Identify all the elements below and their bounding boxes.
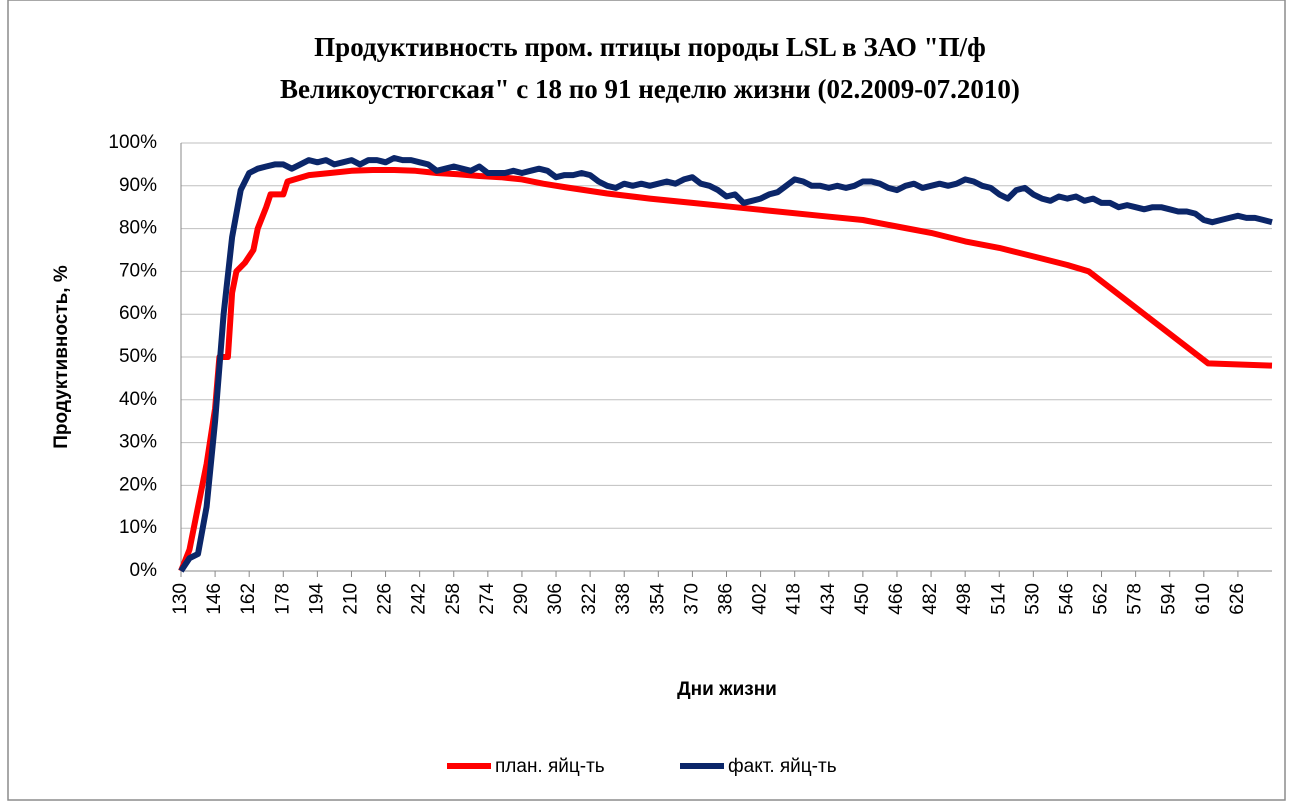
x-tick-label: 354 bbox=[647, 583, 668, 615]
x-tick-label: 130 bbox=[170, 583, 191, 615]
x-tick-label: 498 bbox=[954, 583, 975, 615]
x-tick-label: 178 bbox=[272, 583, 293, 615]
x-tick-label: 546 bbox=[1056, 583, 1077, 615]
y-tick-label: 70% bbox=[119, 260, 157, 281]
x-tick-label: 194 bbox=[306, 583, 327, 615]
x-tick-label: 610 bbox=[1193, 583, 1214, 615]
x-tick-label: 482 bbox=[920, 583, 941, 615]
x-tick-label: 242 bbox=[409, 583, 430, 615]
y-tick-label: 80% bbox=[119, 218, 157, 239]
x-tick-label: 370 bbox=[681, 583, 702, 615]
x-tick-label: 386 bbox=[716, 583, 737, 615]
x-axis-title: Дни жизни bbox=[677, 679, 777, 700]
x-tick-label: 322 bbox=[579, 583, 600, 615]
x-tick-label: 306 bbox=[545, 583, 566, 615]
x-tick-label: 418 bbox=[784, 583, 805, 615]
y-tick-label: 40% bbox=[119, 389, 157, 410]
x-tick-label: 578 bbox=[1125, 583, 1146, 615]
chart-title: Великоустюгская" с 18 по 91 неделю жизни… bbox=[280, 74, 1020, 104]
x-tick-label: 146 bbox=[204, 583, 225, 615]
x-tick-label: 402 bbox=[750, 583, 771, 615]
x-tick-label: 338 bbox=[613, 583, 634, 615]
x-tick-label: 162 bbox=[238, 583, 259, 615]
x-tick-label: 466 bbox=[886, 583, 907, 615]
legend-label: факт. яйц-ть bbox=[728, 756, 837, 777]
y-tick-label: 0% bbox=[130, 560, 158, 581]
y-tick-label: 100% bbox=[108, 132, 157, 153]
x-tick-label: 594 bbox=[1159, 583, 1180, 615]
x-tick-label: 210 bbox=[340, 583, 361, 615]
y-tick-label: 90% bbox=[119, 175, 157, 196]
y-tick-label: 30% bbox=[119, 432, 157, 453]
x-tick-label: 514 bbox=[988, 583, 1009, 615]
x-tick-label: 562 bbox=[1091, 583, 1112, 615]
y-tick-label: 10% bbox=[119, 517, 157, 538]
x-tick-label: 434 bbox=[818, 583, 839, 615]
y-tick-label: 20% bbox=[119, 474, 157, 495]
x-tick-label: 258 bbox=[443, 583, 464, 615]
x-tick-label: 450 bbox=[852, 583, 873, 615]
x-tick-label: 530 bbox=[1022, 583, 1043, 615]
series-line bbox=[178, 155, 1273, 573]
x-tick-label: 290 bbox=[511, 583, 532, 615]
x-tick-label: 626 bbox=[1227, 583, 1248, 615]
y-tick-label: 60% bbox=[119, 303, 157, 324]
chart-title: Продуктивность пром. птицы породы LSL в … bbox=[314, 32, 986, 62]
x-tick-label: 226 bbox=[375, 583, 396, 615]
legend-label: план. яйц-ть bbox=[495, 756, 605, 777]
y-axis-title: Продуктивность, % bbox=[51, 265, 72, 449]
y-tick-label: 50% bbox=[119, 346, 157, 367]
x-tick-label: 274 bbox=[477, 583, 498, 615]
